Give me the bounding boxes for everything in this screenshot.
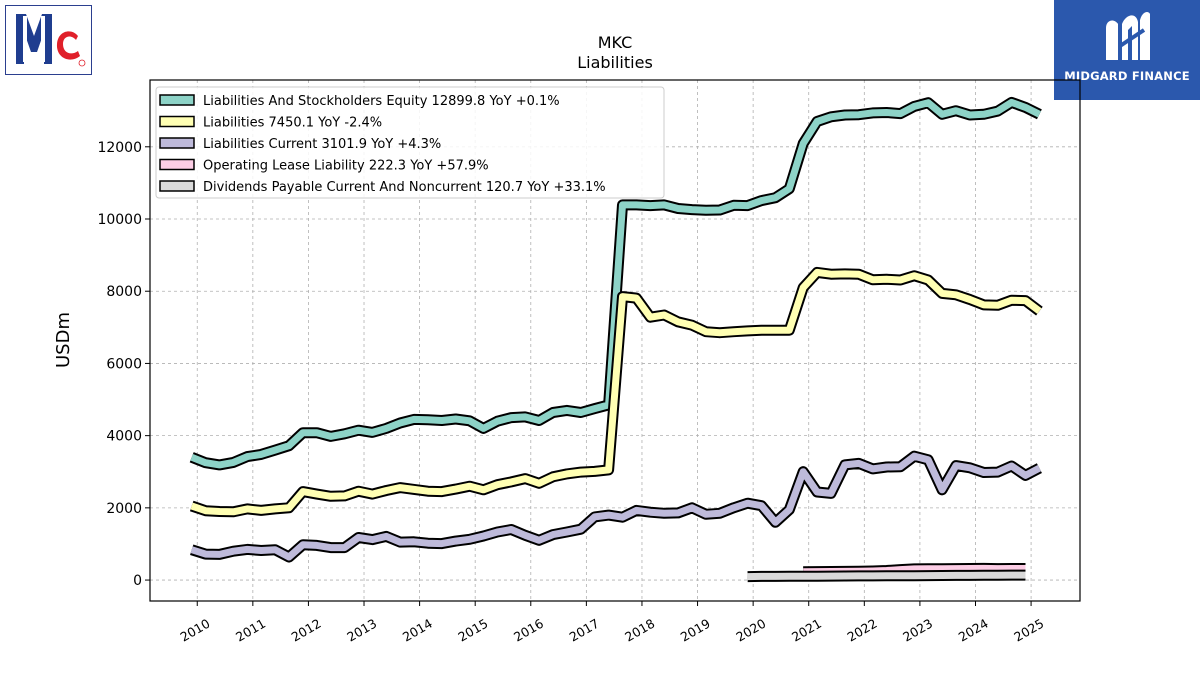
series-layer [189,96,1043,583]
chart-subtitle: Liabilities [577,53,653,72]
legend-box [155,86,665,199]
legend-swatch [159,158,195,171]
legend-swatch [159,94,195,106]
legend-label: Liabilities Current 3101.9 YoY +4.3% [203,137,441,152]
series-line [190,452,1042,561]
series-line [747,571,1026,581]
y-tick-label: 10000 [97,212,142,228]
series-dividends-payable-current-and-noncurrent [747,569,1026,583]
legend-item: Liabilities And Stockholders Equity 1289… [159,94,560,109]
x-tick-label: 2018 [622,616,657,645]
x-tick-label: 2016 [511,616,546,645]
y-tick-label: 12000 [97,140,142,156]
legend-swatch [159,115,195,128]
x-tick-label: 2010 [177,616,212,645]
x-tick-label: 2015 [455,616,490,645]
x-tick-label: 2017 [567,616,602,645]
legend-item: Operating Lease Liability 222.3 YoY +57.… [159,158,489,174]
x-tick-label: 2021 [789,616,824,645]
watermark-brand-text: MIDGARD FINANCE [1064,69,1190,83]
legend-item: Liabilities Current 3101.9 YoY +4.3% [159,137,441,152]
legend-label: Dividends Payable Current And Noncurrent… [203,180,606,195]
legend-label: Liabilities 7450.1 YoY -2.4% [203,116,382,131]
x-tick-label: 2025 [1011,616,1046,645]
y-axis-label: USDm [53,312,74,368]
x-tick-label: 2020 [733,616,768,645]
x-tick-label: 2022 [845,616,880,645]
legend-swatch [159,137,195,149]
series-line [190,268,1042,516]
legend-item: Liabilities 7450.1 YoY -2.4% [159,115,382,131]
legend-label: Operating Lease Liability 222.3 YoY +57.… [203,159,489,174]
series-line [190,98,1041,469]
midgard-m-icon [1106,12,1150,61]
x-tick-label: 2024 [956,616,991,645]
plot-frame [149,79,1081,602]
x-tick-label: 2012 [289,616,324,645]
x-tick-label: 2014 [400,616,435,645]
x-tick-label: 2019 [678,616,713,645]
chart-title: MKC [598,33,633,52]
series-liabilities-and-stockholders-equity [189,96,1042,471]
series-liabilities [189,266,1043,518]
y-tick-label: 2000 [106,501,142,517]
company-logo [5,5,92,75]
y-tick-label: 6000 [106,356,142,372]
watermark-logo: MIDGARD FINANCE [1054,0,1200,100]
series-liabilities-current [190,450,1042,563]
x-tick-label: 2011 [233,616,268,645]
legend: Liabilities And Stockholders Equity 1289… [155,86,665,199]
legend-swatch [159,180,195,192]
legend-label: Liabilities And Stockholders Equity 1289… [203,94,560,109]
x-tick-label: 2023 [900,616,935,645]
y-tick-label: 8000 [106,284,142,300]
x-tick-label: 2013 [344,616,379,645]
y-tick-label: 4000 [106,429,142,445]
y-tick-label: 0 [133,573,142,589]
series-outline [190,450,1042,563]
mccormick-logo-icon [16,14,86,67]
legend-item: Dividends Payable Current And Noncurrent… [159,180,606,195]
